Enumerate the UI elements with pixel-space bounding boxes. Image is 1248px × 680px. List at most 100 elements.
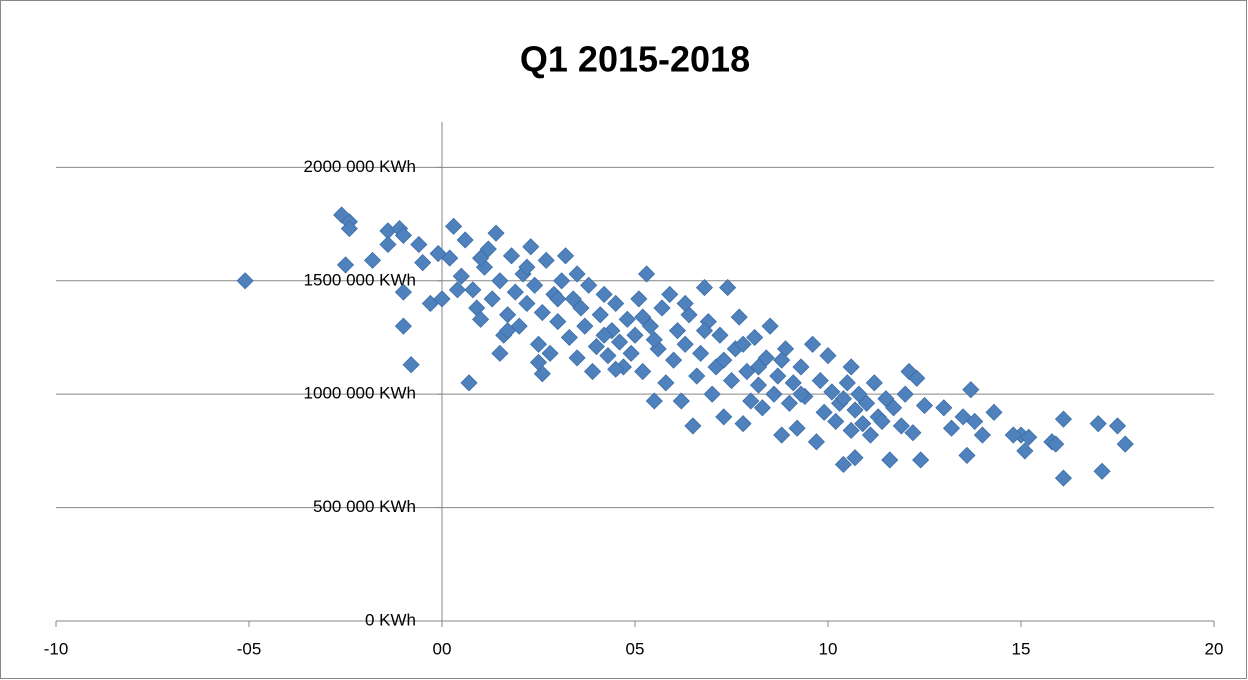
- point: [908, 369, 926, 387]
- point: [394, 283, 412, 301]
- point: [730, 308, 748, 326]
- x-tick-label: 05: [626, 639, 645, 658]
- point: [1093, 462, 1111, 480]
- point: [819, 347, 837, 365]
- point: [695, 322, 714, 340]
- point: [645, 331, 663, 349]
- point: [734, 335, 752, 353]
- point: [460, 374, 478, 392]
- point: [549, 313, 567, 331]
- point: [742, 392, 760, 410]
- point: [379, 235, 397, 254]
- point: [560, 328, 578, 347]
- point: [502, 247, 521, 265]
- point: [506, 283, 524, 301]
- point: [715, 408, 733, 426]
- point: [526, 276, 544, 294]
- point: [529, 335, 548, 353]
- point: [445, 217, 463, 235]
- point: [634, 362, 652, 381]
- point: [1116, 435, 1134, 453]
- point: [846, 401, 864, 419]
- point: [607, 294, 625, 313]
- point: [896, 385, 914, 403]
- point: [491, 272, 509, 290]
- point: [1054, 410, 1073, 428]
- point: [568, 265, 586, 283]
- point: [607, 360, 625, 378]
- point: [711, 326, 729, 344]
- point: [595, 326, 613, 344]
- point: [684, 417, 702, 435]
- point: [719, 279, 737, 297]
- point: [583, 362, 602, 381]
- point: [942, 419, 961, 437]
- point: [599, 347, 617, 365]
- point: [842, 358, 860, 376]
- point: [915, 396, 934, 415]
- point: [414, 254, 432, 272]
- point: [549, 290, 567, 308]
- point: [568, 349, 586, 367]
- point: [688, 367, 706, 385]
- x-tick-label: 15: [1012, 639, 1031, 658]
- point: [595, 285, 613, 303]
- point: [765, 385, 783, 403]
- point: [618, 310, 636, 328]
- point: [479, 240, 497, 258]
- point: [1108, 417, 1127, 435]
- point: [518, 294, 536, 313]
- point: [433, 290, 451, 308]
- point: [410, 235, 428, 254]
- point: [665, 351, 683, 369]
- point: [638, 265, 656, 283]
- point: [394, 317, 412, 335]
- point: [792, 358, 810, 376]
- point: [661, 285, 679, 303]
- point: [850, 385, 868, 403]
- point: [865, 374, 883, 392]
- point: [487, 224, 505, 242]
- point: [749, 376, 768, 394]
- point: [472, 249, 490, 267]
- point: [657, 374, 675, 392]
- point: [761, 317, 779, 335]
- point: [1047, 435, 1065, 453]
- point: [827, 412, 845, 430]
- point: [491, 344, 509, 362]
- x-tick-label: 20: [1205, 639, 1224, 658]
- point: [935, 399, 953, 417]
- x-tick-label: 00: [433, 639, 452, 658]
- point: [1020, 428, 1038, 446]
- point: [873, 412, 891, 430]
- point: [966, 412, 984, 430]
- point: [336, 256, 355, 274]
- point: [653, 299, 671, 317]
- point: [958, 446, 976, 464]
- point: [622, 344, 640, 362]
- point: [553, 272, 571, 290]
- point: [499, 322, 517, 340]
- point: [672, 392, 690, 410]
- point: [591, 306, 609, 324]
- point: [441, 249, 459, 267]
- point: [580, 276, 598, 294]
- point: [695, 279, 714, 297]
- point: [834, 390, 853, 408]
- point: [456, 231, 474, 249]
- point: [753, 399, 771, 417]
- point: [668, 322, 687, 340]
- point: [363, 251, 382, 269]
- point: [556, 247, 575, 265]
- point: [858, 394, 876, 412]
- point: [846, 449, 864, 467]
- point: [472, 310, 490, 328]
- point: [630, 290, 648, 308]
- point: [564, 290, 582, 308]
- point: [722, 372, 741, 390]
- y-tick-label: 1000 000 KWh: [304, 384, 416, 403]
- point: [788, 419, 806, 437]
- point: [842, 421, 860, 440]
- point: [746, 328, 764, 347]
